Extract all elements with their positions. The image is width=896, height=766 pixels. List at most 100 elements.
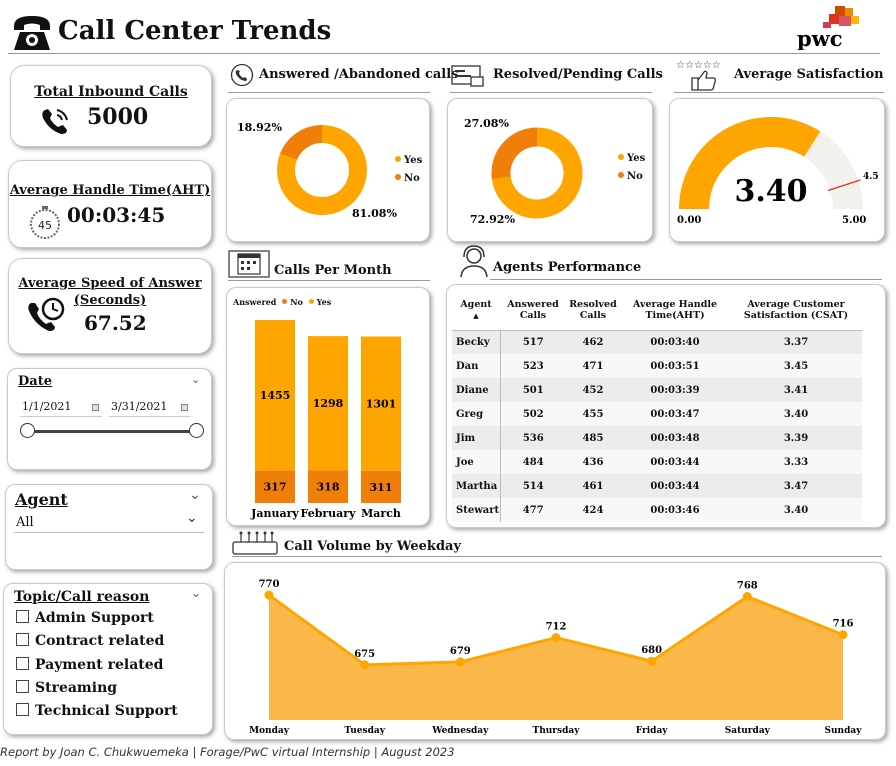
weekday-value-label: 716 [833,619,854,630]
weekday-point-thursday[interactable] [551,633,561,643]
bar-label-no: 311 [370,481,393,494]
chevron-down-icon[interactable]: ⌄ [189,487,201,503]
column-header[interactable]: Resolved Calls [566,290,620,331]
topic-option-admin-support[interactable]: Admin Support [16,610,154,626]
table-cell: 462 [566,330,620,354]
date-end-value: 3/31/2021 [111,400,168,413]
date-range-end-handle[interactable] [189,423,204,438]
table-row[interactable]: Diane 501 452 00:03:39 3.41 [452,378,862,402]
weekday-point-sunday[interactable] [838,630,848,640]
chevron-down-icon[interactable]: ⌄ [186,510,198,526]
agent-dropdown[interactable]: All ⌄ [14,510,204,533]
chevron-down-icon[interactable]: ⌄ [191,586,202,600]
weekday-point-wednesday[interactable] [455,657,465,667]
topic-option-label: Technical Support [35,703,178,719]
telephone-icon [14,16,50,50]
agent-slicer-label: Agent [15,490,68,509]
weekday-point-friday[interactable] [647,656,657,666]
legend-yes: Yes [395,155,422,166]
topic-option-technical-support[interactable]: Technical Support [16,703,178,719]
resolved-donut-chart: 27.08% 72.92% [464,117,583,226]
weekday-value-label: 770 [259,579,280,590]
bar-no-february[interactable] [308,470,348,503]
table-cell: 477 [500,498,566,522]
weekday-point-saturday[interactable] [742,592,752,602]
checkbox[interactable] [16,703,29,716]
column-header[interactable]: Agent ▲ [452,290,500,331]
agent-name-cell: Greg [452,402,501,426]
section-divider [450,92,652,93]
date-end-input[interactable]: 3/31/2021 [109,397,191,417]
pwc-logo: pwc [797,6,859,50]
column-header[interactable]: Average Customer Satisfaction (CSAT) [730,290,862,331]
bar-yes-january[interactable] [255,320,295,471]
bar-yes-february[interactable] [308,336,348,471]
phone-dial-icon [230,63,254,87]
calendar-icon[interactable] [181,404,188,411]
agent-name-cell: Stewart [452,498,501,522]
donut-slice-no[interactable] [275,123,369,217]
weekday-axis-label: Sunday [825,726,863,736]
answered-chart-card: 18.92% 81.08% Yes No [226,98,430,242]
section-divider [674,92,884,93]
chevron-down-icon[interactable]: ⌄ [191,373,201,386]
agent-name-cell: Martha [452,474,501,498]
table-cell: 3.33 [730,450,862,474]
bar-label-yes: 1301 [366,398,397,411]
bar-no-march[interactable] [361,470,401,503]
answered-yes-pct: 81.08% [352,207,397,220]
checkbox[interactable] [16,633,29,646]
table-cell: 436 [566,450,620,474]
column-header[interactable]: Answered Calls [500,290,566,331]
table-cell: 00:03:48 [620,426,730,450]
checkbox[interactable] [16,657,29,670]
month-axis-label: March [361,507,401,520]
date-range-track[interactable] [28,430,196,433]
answered-no-pct: 18.92% [237,121,282,134]
legend-no: No [618,171,643,182]
bar-no-january[interactable] [255,470,295,503]
date-start-input[interactable]: 1/1/2021 [20,397,102,417]
column-header[interactable]: Average Handle Time(AHT) [620,290,730,331]
table-cell: 485 [566,426,620,450]
table-row[interactable]: Jim 536 485 00:03:48 3.39 [452,426,862,450]
table-header-row: Agent ▲ Answered Calls Resolved Calls Ave… [452,290,862,331]
total-inbound-label: Total Inbound Calls [34,84,188,100]
table-cell: 471 [566,354,620,378]
table-row[interactable]: Greg 502 455 00:03:47 3.40 [452,402,862,426]
total-inbound-card: Total Inbound Calls 5000 [10,65,212,147]
checkbox[interactable] [16,680,29,693]
resolved-section-title: Resolved/Pending Calls [493,67,663,82]
topic-option-payment-related[interactable]: Payment related [16,657,163,673]
svg-text:pwc: pwc [797,26,843,50]
stopwatch-icon-text: 45 [38,219,52,232]
sort-ascending-icon[interactable]: ▲ [473,310,479,320]
table-row[interactable]: Joe 484 436 00:03:44 3.33 [452,450,862,474]
month-legend-no: No [290,297,303,307]
checkbox[interactable] [16,610,29,623]
stopwatch-icon: 45 [30,206,60,239]
answered-donut-chart: 18.92% 81.08% [237,121,397,220]
table-row[interactable]: Martha 514 461 00:03:44 3.47 [452,474,862,498]
weekday-chart-card: 770 Monday 675 Tuesday 679 Wednesday 712 Thursd… [224,562,886,740]
calendar-icon[interactable] [92,404,99,411]
bar-label-yes: 1455 [260,389,291,402]
table-row[interactable]: Stewart 477 424 00:03:46 3.40 [452,498,862,522]
table-row[interactable]: Becky 517 462 00:03:40 3.37 [452,330,862,354]
resolved-no-pct: 27.08% [464,117,509,130]
topic-option-streaming[interactable]: Streaming [16,680,117,696]
table-row[interactable]: Dan 523 471 00:03:51 3.45 [452,354,862,378]
table-cell: 3.40 [730,498,862,522]
weekday-point-tuesday[interactable] [360,660,370,670]
section-divider [228,92,430,93]
stars-thumbs-up-icon: ☆☆☆☆☆ [676,60,721,91]
weekday-axis-label: Tuesday [344,726,385,736]
table-cell: 00:03:40 [620,330,730,354]
topic-option-contract-related[interactable]: Contract related [16,633,164,649]
date-range-start-handle[interactable] [20,423,35,438]
answered-section-title: Answered /Abandoned calls [259,67,459,82]
donut-slice-no[interactable] [491,127,583,219]
weekday-point-monday[interactable] [264,590,274,600]
gauge-max: 5.00 [842,215,866,226]
bar-yes-march[interactable] [361,336,401,471]
